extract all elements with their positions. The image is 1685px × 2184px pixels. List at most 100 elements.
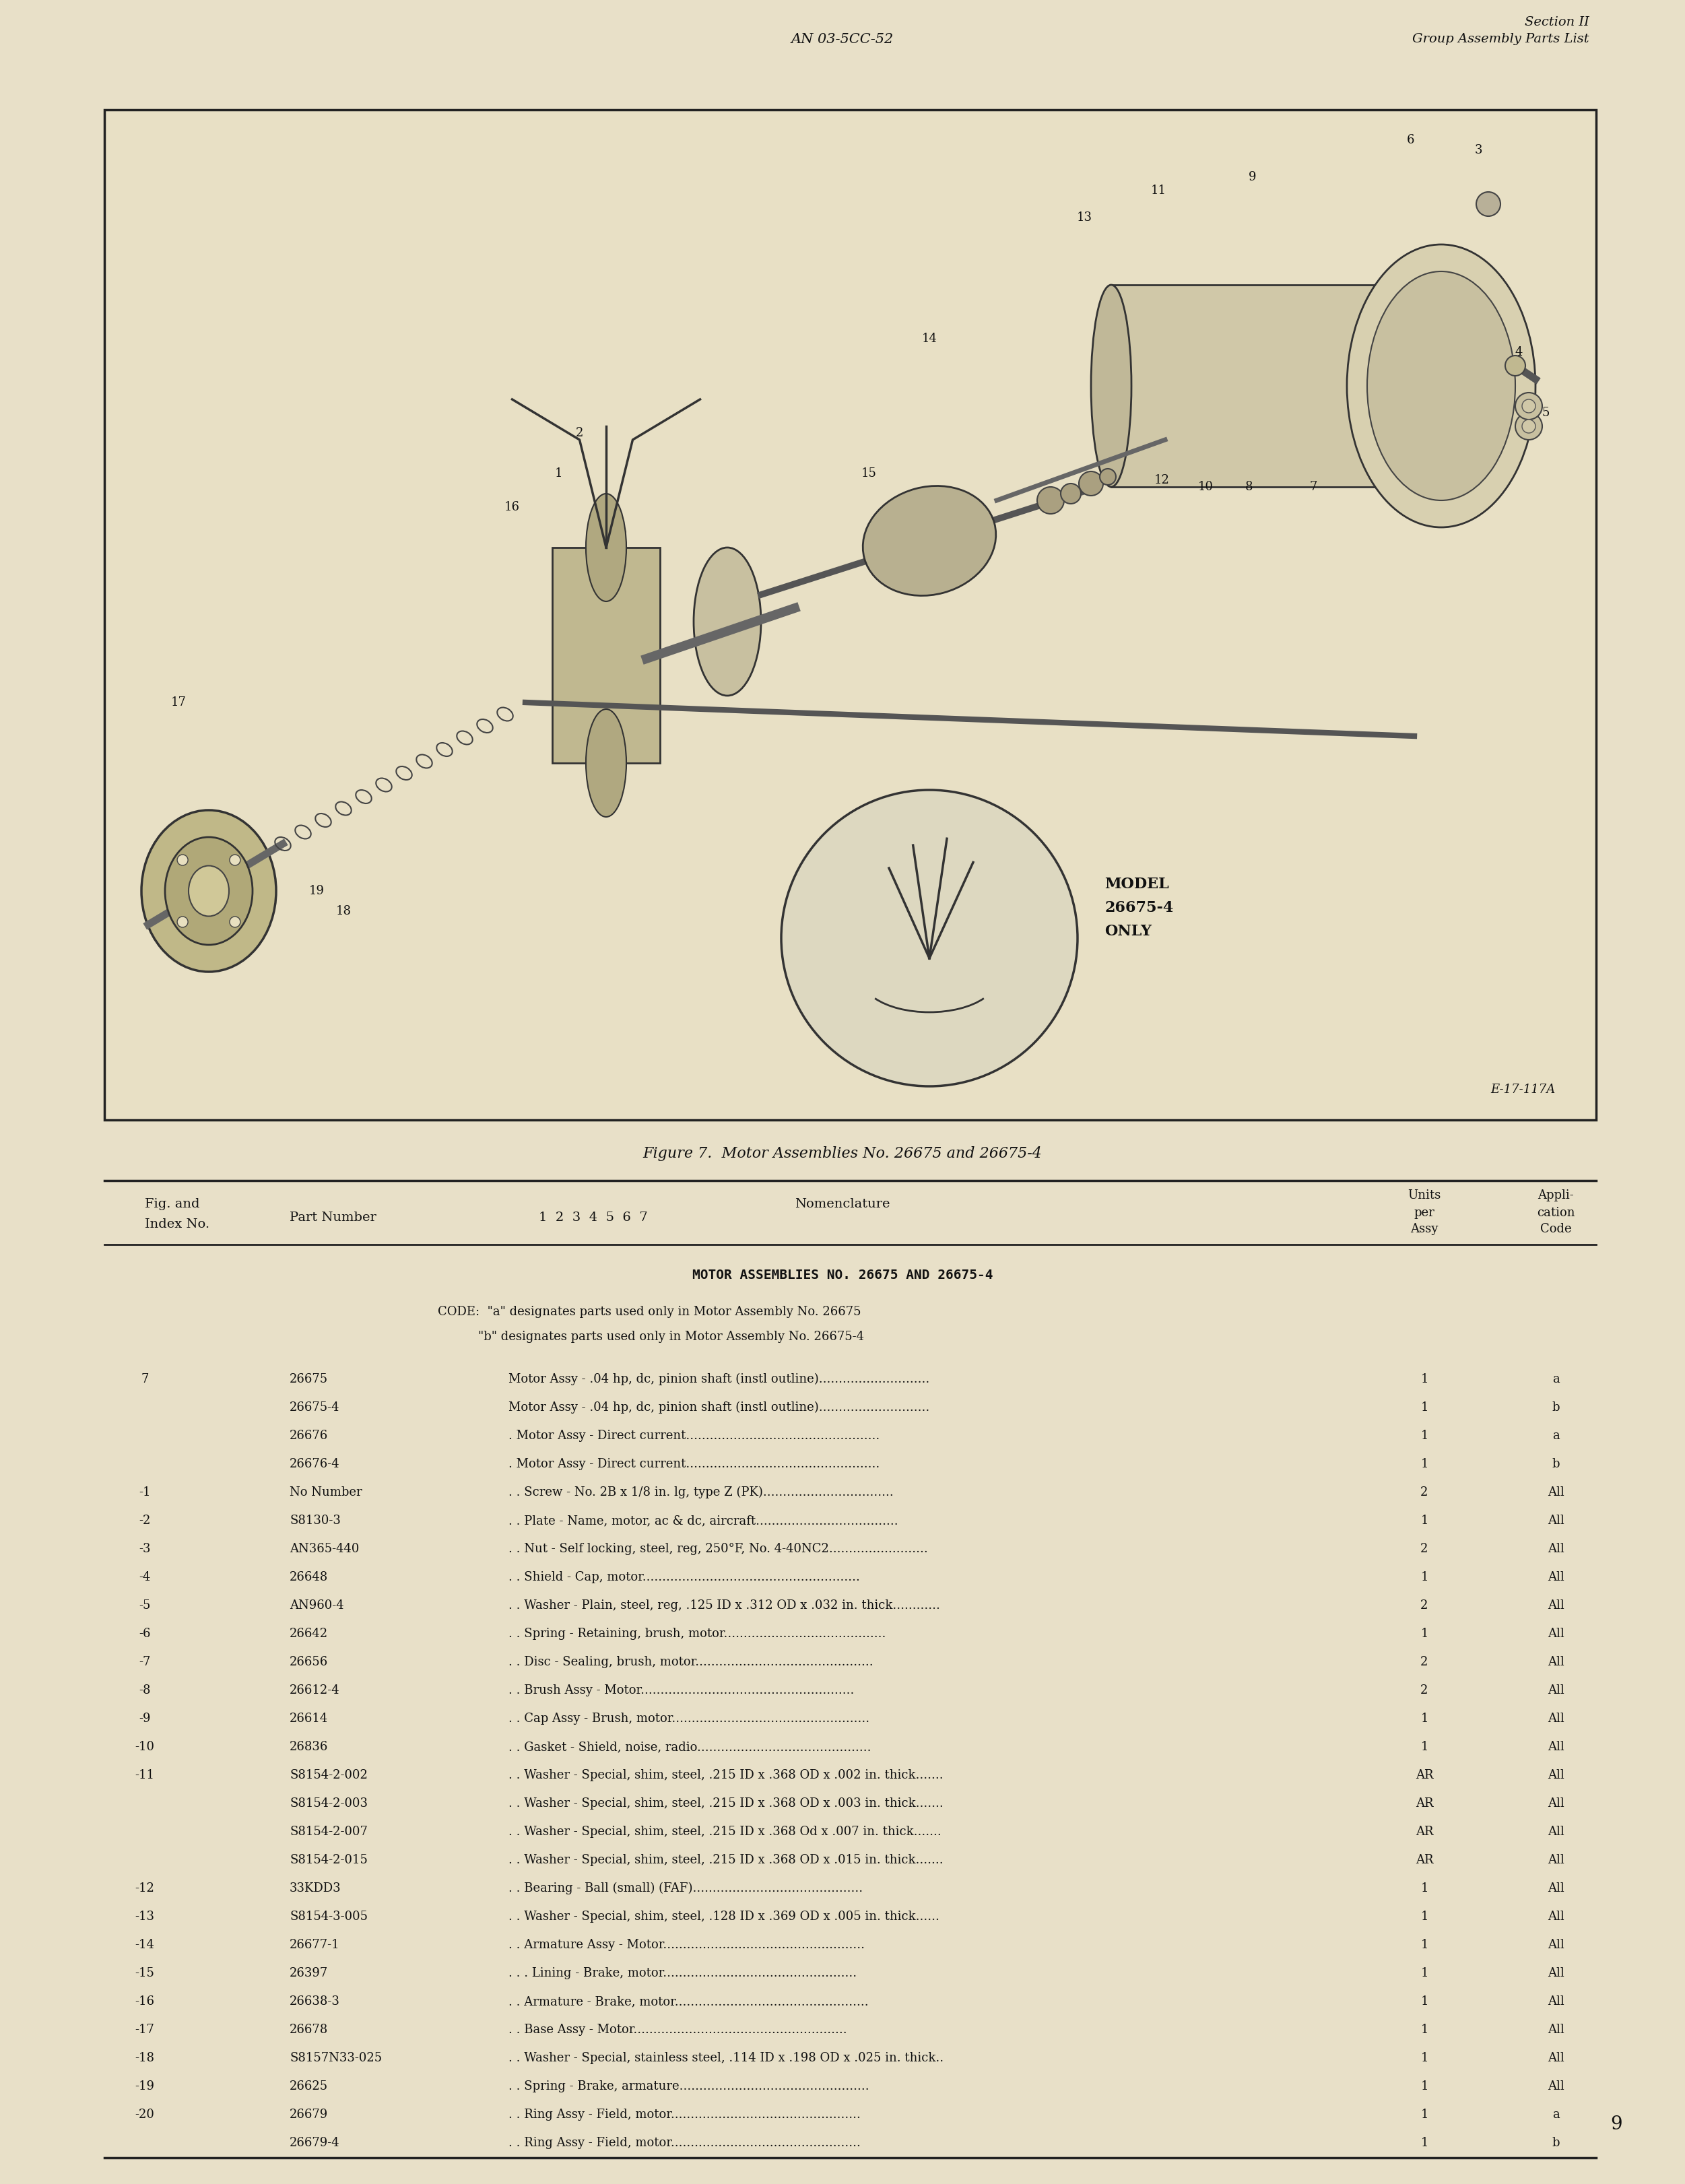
Text: . . . Lining - Brake, motor.................................................: . . . Lining - Brake, motor.............… — [509, 1968, 856, 1979]
Text: -15: -15 — [135, 1968, 155, 1979]
Text: Motor Assy - .04 hp, dc, pinion shaft (instl outline)...........................: Motor Assy - .04 hp, dc, pinion shaft (i… — [509, 1402, 930, 1413]
Text: All: All — [1547, 1655, 1564, 1669]
Text: 9: 9 — [1611, 2116, 1623, 2134]
Text: All: All — [1547, 1741, 1564, 1754]
Text: 1: 1 — [1420, 2025, 1429, 2035]
Text: 1: 1 — [1420, 1968, 1429, 1979]
Text: All: All — [1547, 1542, 1564, 1555]
Circle shape — [1060, 483, 1080, 505]
Text: 2: 2 — [1420, 1599, 1429, 1612]
Text: All: All — [1547, 1570, 1564, 1583]
Text: 8: 8 — [1245, 480, 1254, 494]
Text: 1: 1 — [1420, 1712, 1429, 1725]
Text: 20: 20 — [612, 529, 627, 539]
Text: 19: 19 — [308, 885, 324, 898]
Text: . . Ring Assy - Field, motor................................................: . . Ring Assy - Field, motor............… — [509, 2136, 861, 2149]
Text: 16: 16 — [504, 500, 519, 513]
Text: 1: 1 — [1420, 1883, 1429, 1894]
Text: . . Washer - Special, shim, steel, .128 ID x .369 OD x .005 in. thick......: . . Washer - Special, shim, steel, .128 … — [509, 1911, 940, 1922]
Text: 1: 1 — [1420, 1939, 1429, 1950]
Text: -10: -10 — [135, 1741, 155, 1754]
Text: -16: -16 — [135, 1996, 155, 2007]
Text: All: All — [1547, 1769, 1564, 1782]
Text: -8: -8 — [138, 1684, 150, 1697]
Text: 1: 1 — [1420, 2053, 1429, 2064]
Bar — [553, 548, 661, 762]
Text: . . Washer - Special, shim, steel, .215 ID x .368 OD x .003 in. thick.......: . . Washer - Special, shim, steel, .215 … — [509, 1797, 944, 1811]
Text: 2: 2 — [1420, 1655, 1429, 1669]
Text: All: All — [1547, 1627, 1564, 1640]
Text: Section II: Section II — [1525, 15, 1589, 28]
Text: 4: 4 — [1515, 345, 1523, 358]
Text: . . Screw - No. 2B x 1/8 in. lg, type Z (PK).................................: . . Screw - No. 2B x 1/8 in. lg, type Z … — [509, 1487, 893, 1498]
Text: AN 03-5CC-52: AN 03-5CC-52 — [792, 33, 893, 46]
Circle shape — [1476, 192, 1500, 216]
Text: -1: -1 — [138, 1487, 150, 1498]
Text: 1: 1 — [1420, 1459, 1429, 1470]
Text: . . Washer - Special, shim, steel, .215 ID x .368 Od x .007 in. thick.......: . . Washer - Special, shim, steel, .215 … — [509, 1826, 942, 1839]
Text: 11: 11 — [1151, 183, 1166, 197]
Circle shape — [1038, 487, 1063, 513]
Text: 26656: 26656 — [290, 1655, 329, 1669]
Text: S8154-2-015: S8154-2-015 — [290, 1854, 367, 1865]
Text: . Motor Assy - Direct current.................................................: . Motor Assy - Direct current...........… — [509, 1459, 880, 1470]
Text: a: a — [1552, 1374, 1559, 1385]
Text: Assy: Assy — [1410, 1223, 1439, 1236]
Text: All: All — [1547, 1939, 1564, 1950]
Text: . . Washer - Plain, steel, reg, .125 ID x .312 OD x .032 in. thick............: . . Washer - Plain, steel, reg, .125 ID … — [509, 1599, 940, 1612]
Ellipse shape — [1090, 284, 1131, 487]
Text: -20: -20 — [135, 2108, 155, 2121]
Text: 26614: 26614 — [290, 1712, 329, 1725]
Text: . . Nut - Self locking, steel, reg, 250°F, No. 4-40NC2.........................: . . Nut - Self locking, steel, reg, 250°… — [509, 1542, 928, 1555]
Text: 13: 13 — [1077, 212, 1092, 223]
Text: 1: 1 — [1420, 2136, 1429, 2149]
Text: a: a — [1552, 2108, 1559, 2121]
Text: "b" designates parts used only in Motor Assembly No. 26675-4: "b" designates parts used only in Motor … — [479, 1330, 864, 1343]
Text: . . Bearing - Ball (small) (FAF)...........................................: . . Bearing - Ball (small) (FAF)........… — [509, 1883, 863, 1894]
Text: . . Washer - Special, stainless steel, .114 ID x .198 OD x .025 in. thick..: . . Washer - Special, stainless steel, .… — [509, 2053, 944, 2064]
Text: 1: 1 — [554, 467, 563, 480]
Text: -13: -13 — [135, 1911, 155, 1922]
Text: S8157N33-025: S8157N33-025 — [290, 2053, 382, 2064]
Text: 26676-4: 26676-4 — [290, 1459, 340, 1470]
Text: 3: 3 — [1474, 144, 1483, 157]
Text: All: All — [1547, 1712, 1564, 1725]
Text: b: b — [1552, 1459, 1560, 1470]
Text: 26679: 26679 — [290, 2108, 329, 2121]
Ellipse shape — [189, 865, 229, 917]
Text: 26397: 26397 — [290, 1968, 329, 1979]
Text: Nomenclature: Nomenclature — [795, 1199, 890, 1210]
Circle shape — [1522, 400, 1535, 413]
Text: -19: -19 — [135, 2081, 155, 2092]
Text: -7: -7 — [138, 1655, 150, 1669]
Text: b: b — [1552, 2136, 1560, 2149]
Circle shape — [782, 791, 1077, 1085]
Ellipse shape — [142, 810, 276, 972]
Text: 6: 6 — [1407, 133, 1415, 146]
Text: -3: -3 — [138, 1542, 150, 1555]
Text: a: a — [1552, 1431, 1559, 1441]
Text: per: per — [1414, 1208, 1434, 1219]
Text: -4: -4 — [138, 1570, 150, 1583]
Text: . . Armature - Brake, motor.................................................: . . Armature - Brake, motor.............… — [509, 1996, 868, 2007]
Text: 26675-4: 26675-4 — [290, 1402, 340, 1413]
Text: -12: -12 — [135, 1883, 155, 1894]
Ellipse shape — [1367, 271, 1515, 500]
Text: AR: AR — [1415, 1769, 1434, 1782]
Text: 1: 1 — [1420, 1514, 1429, 1527]
Text: . . Washer - Special, shim, steel, .215 ID x .368 OD x .015 in. thick.......: . . Washer - Special, shim, steel, .215 … — [509, 1854, 944, 1865]
Circle shape — [1100, 470, 1115, 485]
Text: -18: -18 — [135, 2053, 155, 2064]
Text: 26679-4: 26679-4 — [290, 2136, 340, 2149]
Circle shape — [177, 854, 189, 865]
Text: 26836: 26836 — [290, 1741, 329, 1754]
Text: 26642: 26642 — [290, 1627, 329, 1640]
Text: . . Cap Assy - Brush, motor..................................................: . . Cap Assy - Brush, motor.............… — [509, 1712, 869, 1725]
Circle shape — [1515, 413, 1542, 439]
Text: . . Base Assy - Motor......................................................: . . Base Assy - Motor...................… — [509, 2025, 848, 2035]
Text: 15: 15 — [861, 467, 876, 480]
Ellipse shape — [586, 710, 627, 817]
Text: -11: -11 — [135, 1769, 155, 1782]
Text: . . Plate - Name, motor, ac & dc, aircraft....................................: . . Plate - Name, motor, ac & dc, aircra… — [509, 1514, 898, 1527]
Text: 1: 1 — [1420, 1741, 1429, 1754]
